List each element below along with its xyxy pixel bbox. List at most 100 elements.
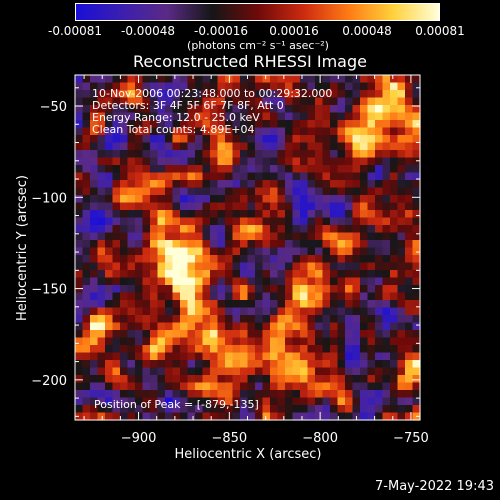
- heatmap-cell: [97, 82, 106, 91]
- heatmap-cell: [270, 300, 279, 309]
- heatmap-cell: [165, 247, 174, 256]
- heatmap-cell: [157, 82, 166, 91]
- heatmap-cell: [217, 412, 226, 421]
- heatmap-cell: [390, 97, 399, 106]
- heatmap-cell: [255, 352, 264, 361]
- heatmap-cell: [330, 300, 339, 309]
- heatmap-cell: [300, 135, 309, 144]
- heatmap-cell: [172, 217, 181, 226]
- heatmap-cell: [217, 300, 226, 309]
- heatmap-cell: [75, 187, 84, 196]
- heatmap-cell: [277, 142, 286, 151]
- heatmap-cell: [382, 150, 391, 159]
- heatmap-cell: [217, 180, 226, 189]
- heatmap-cell: [82, 112, 91, 121]
- heatmap-cell: [307, 337, 316, 346]
- heatmap-cell: [165, 367, 174, 376]
- heatmap-cell: [112, 360, 121, 369]
- heatmap-cell: [210, 277, 219, 286]
- heatmap-cell: [285, 187, 294, 196]
- heatmap-cell: [330, 150, 339, 159]
- heatmap-cell: [165, 75, 174, 84]
- heatmap-cell: [90, 345, 99, 354]
- heatmap-cell: [360, 112, 369, 121]
- heatmap-cell: [277, 195, 286, 204]
- x-tick-label: −750: [393, 431, 429, 446]
- heatmap-cell: [247, 367, 256, 376]
- heatmap-cell: [82, 270, 91, 279]
- heatmap-cell: [172, 412, 181, 421]
- heatmap-cell: [352, 405, 361, 414]
- heatmap-cell: [330, 120, 339, 129]
- heatmap-cell: [300, 300, 309, 309]
- heatmap-cell: [172, 240, 181, 249]
- heatmap-cell: [405, 195, 414, 204]
- heatmap-cell: [105, 360, 114, 369]
- heatmap-cell: [375, 382, 384, 391]
- heatmap-cell: [180, 337, 189, 346]
- heatmap-cell: [247, 82, 256, 91]
- heatmap-cell: [90, 165, 99, 174]
- heatmap-cell: [142, 157, 151, 166]
- heatmap-cell: [217, 202, 226, 211]
- heatmap-cell: [360, 180, 369, 189]
- heatmap-cell: [112, 277, 121, 286]
- heatmap-cell: [180, 225, 189, 234]
- heatmap-cell: [315, 75, 324, 84]
- heatmap-cell: [390, 135, 399, 144]
- heatmap-cell: [375, 352, 384, 361]
- heatmap-cell: [367, 255, 376, 264]
- heatmap-cell: [240, 217, 249, 226]
- heatmap-cell: [97, 120, 106, 129]
- heatmap-cell: [292, 352, 301, 361]
- heatmap-cell: [345, 360, 354, 369]
- heatmap-cell: [187, 247, 196, 256]
- heatmap-cell: [202, 270, 211, 279]
- heatmap-cell: [150, 135, 159, 144]
- heatmap-cell: [142, 412, 151, 421]
- heatmap-cell: [105, 232, 114, 241]
- heatmap-cell: [82, 345, 91, 354]
- heatmap-cell: [112, 187, 121, 196]
- heatmap-cell: [367, 195, 376, 204]
- heatmap-cell: [120, 225, 129, 234]
- heatmap-cell: [120, 337, 129, 346]
- heatmap-cell: [247, 90, 256, 99]
- heatmap-cell: [150, 225, 159, 234]
- heatmap-cell: [232, 375, 241, 384]
- heatmap-cell: [300, 337, 309, 346]
- heatmap-cell: [367, 135, 376, 144]
- heatmap-cell: [127, 360, 136, 369]
- heatmap-cell: [202, 307, 211, 316]
- heatmap-cell: [240, 382, 249, 391]
- heatmap-cell: [405, 352, 414, 361]
- heatmap-cell: [82, 360, 91, 369]
- heatmap-cell: [292, 225, 301, 234]
- heatmap-cell: [82, 277, 91, 286]
- heatmap-cell: [187, 322, 196, 331]
- heatmap-cell: [97, 225, 106, 234]
- heatmap-cell: [247, 112, 256, 121]
- heatmap-cell: [135, 127, 144, 136]
- heatmap-cell: [315, 322, 324, 331]
- heatmap-cell: [397, 360, 406, 369]
- heatmap-cell: [277, 330, 286, 339]
- heatmap-cell: [300, 262, 309, 271]
- heatmap-cell: [360, 382, 369, 391]
- heatmap-cell: [405, 255, 414, 264]
- heatmap-cell: [345, 97, 354, 106]
- heatmap-cell: [315, 382, 324, 391]
- heatmap-cell: [382, 112, 391, 121]
- heatmap-cell: [285, 405, 294, 414]
- heatmap-cell: [180, 97, 189, 106]
- heatmap-cell: [285, 150, 294, 159]
- heatmap-cell: [82, 292, 91, 301]
- heatmap-cell: [315, 195, 324, 204]
- heatmap-cell: [127, 262, 136, 271]
- heatmap-cell: [292, 285, 301, 294]
- heatmap-cell: [360, 330, 369, 339]
- heatmap-cell: [105, 127, 114, 136]
- heatmap-cell: [172, 75, 181, 84]
- heatmap-cell: [127, 172, 136, 181]
- heatmap-cell: [150, 112, 159, 121]
